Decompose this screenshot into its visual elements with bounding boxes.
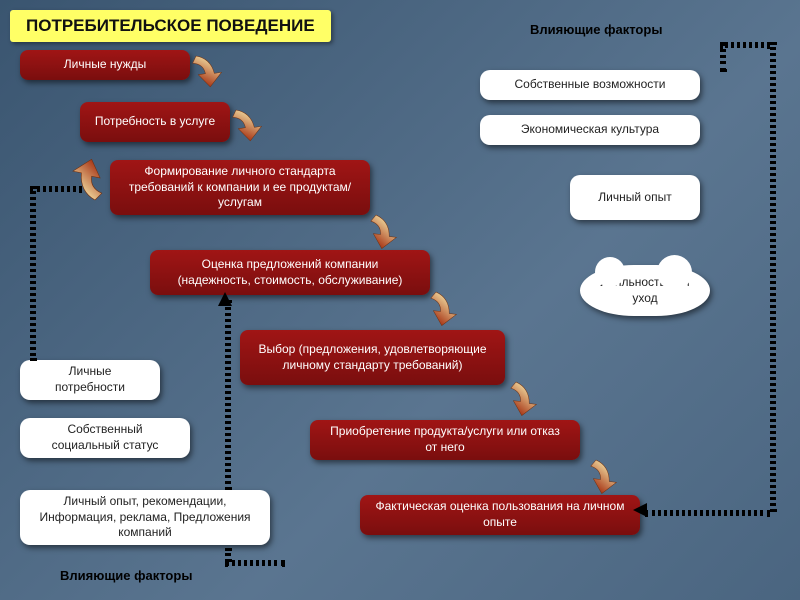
step-acquisition: Приобретение продукта/услуги или отказ о…	[310, 420, 580, 460]
step-choice: Выбор (предложения, удовлетворяющие личн…	[240, 330, 505, 385]
step-personal-needs: Личные нужды	[20, 50, 190, 80]
arrow-head-icon	[633, 503, 647, 517]
factor-social-status: Собственный социальный статус	[20, 418, 190, 458]
dotted-segment	[645, 510, 770, 516]
dotted-segment	[30, 186, 36, 361]
factor-personal-experience: Личный опыт	[570, 175, 700, 220]
step-standard-formation: Формирование личного стандарта требовани…	[110, 160, 370, 215]
step-actual-evaluation: Фактическая оценка пользования на личном…	[360, 495, 640, 535]
dotted-segment	[720, 42, 770, 48]
arrow-head-icon	[218, 292, 232, 306]
factor-personal-needs: Личные потребности	[20, 360, 160, 400]
factor-experience-info: Личный опыт, рекомендации, Информация, р…	[20, 490, 270, 545]
dotted-segment	[225, 548, 231, 562]
dotted-segment	[225, 300, 231, 490]
step-service-need: Потребность в услуге	[80, 102, 230, 142]
label-bottom-factors: Влияющие факторы	[60, 568, 192, 583]
factor-own-capabilities: Собственные возможности	[480, 70, 700, 100]
dotted-segment	[30, 186, 82, 192]
factor-economic-culture: Экономическая культура	[480, 115, 700, 145]
step-offer-evaluation: Оценка предложений компании (надежность,…	[150, 250, 430, 295]
dotted-segment	[225, 560, 285, 566]
page-title: ПОТРЕБИТЕЛЬСКОЕ ПОВЕДЕНИЕ	[10, 10, 331, 42]
label-top-factors: Влияющие факторы	[530, 22, 662, 37]
dotted-segment	[770, 42, 776, 512]
cloud-loyalty: Лояльность или уход	[580, 265, 710, 316]
